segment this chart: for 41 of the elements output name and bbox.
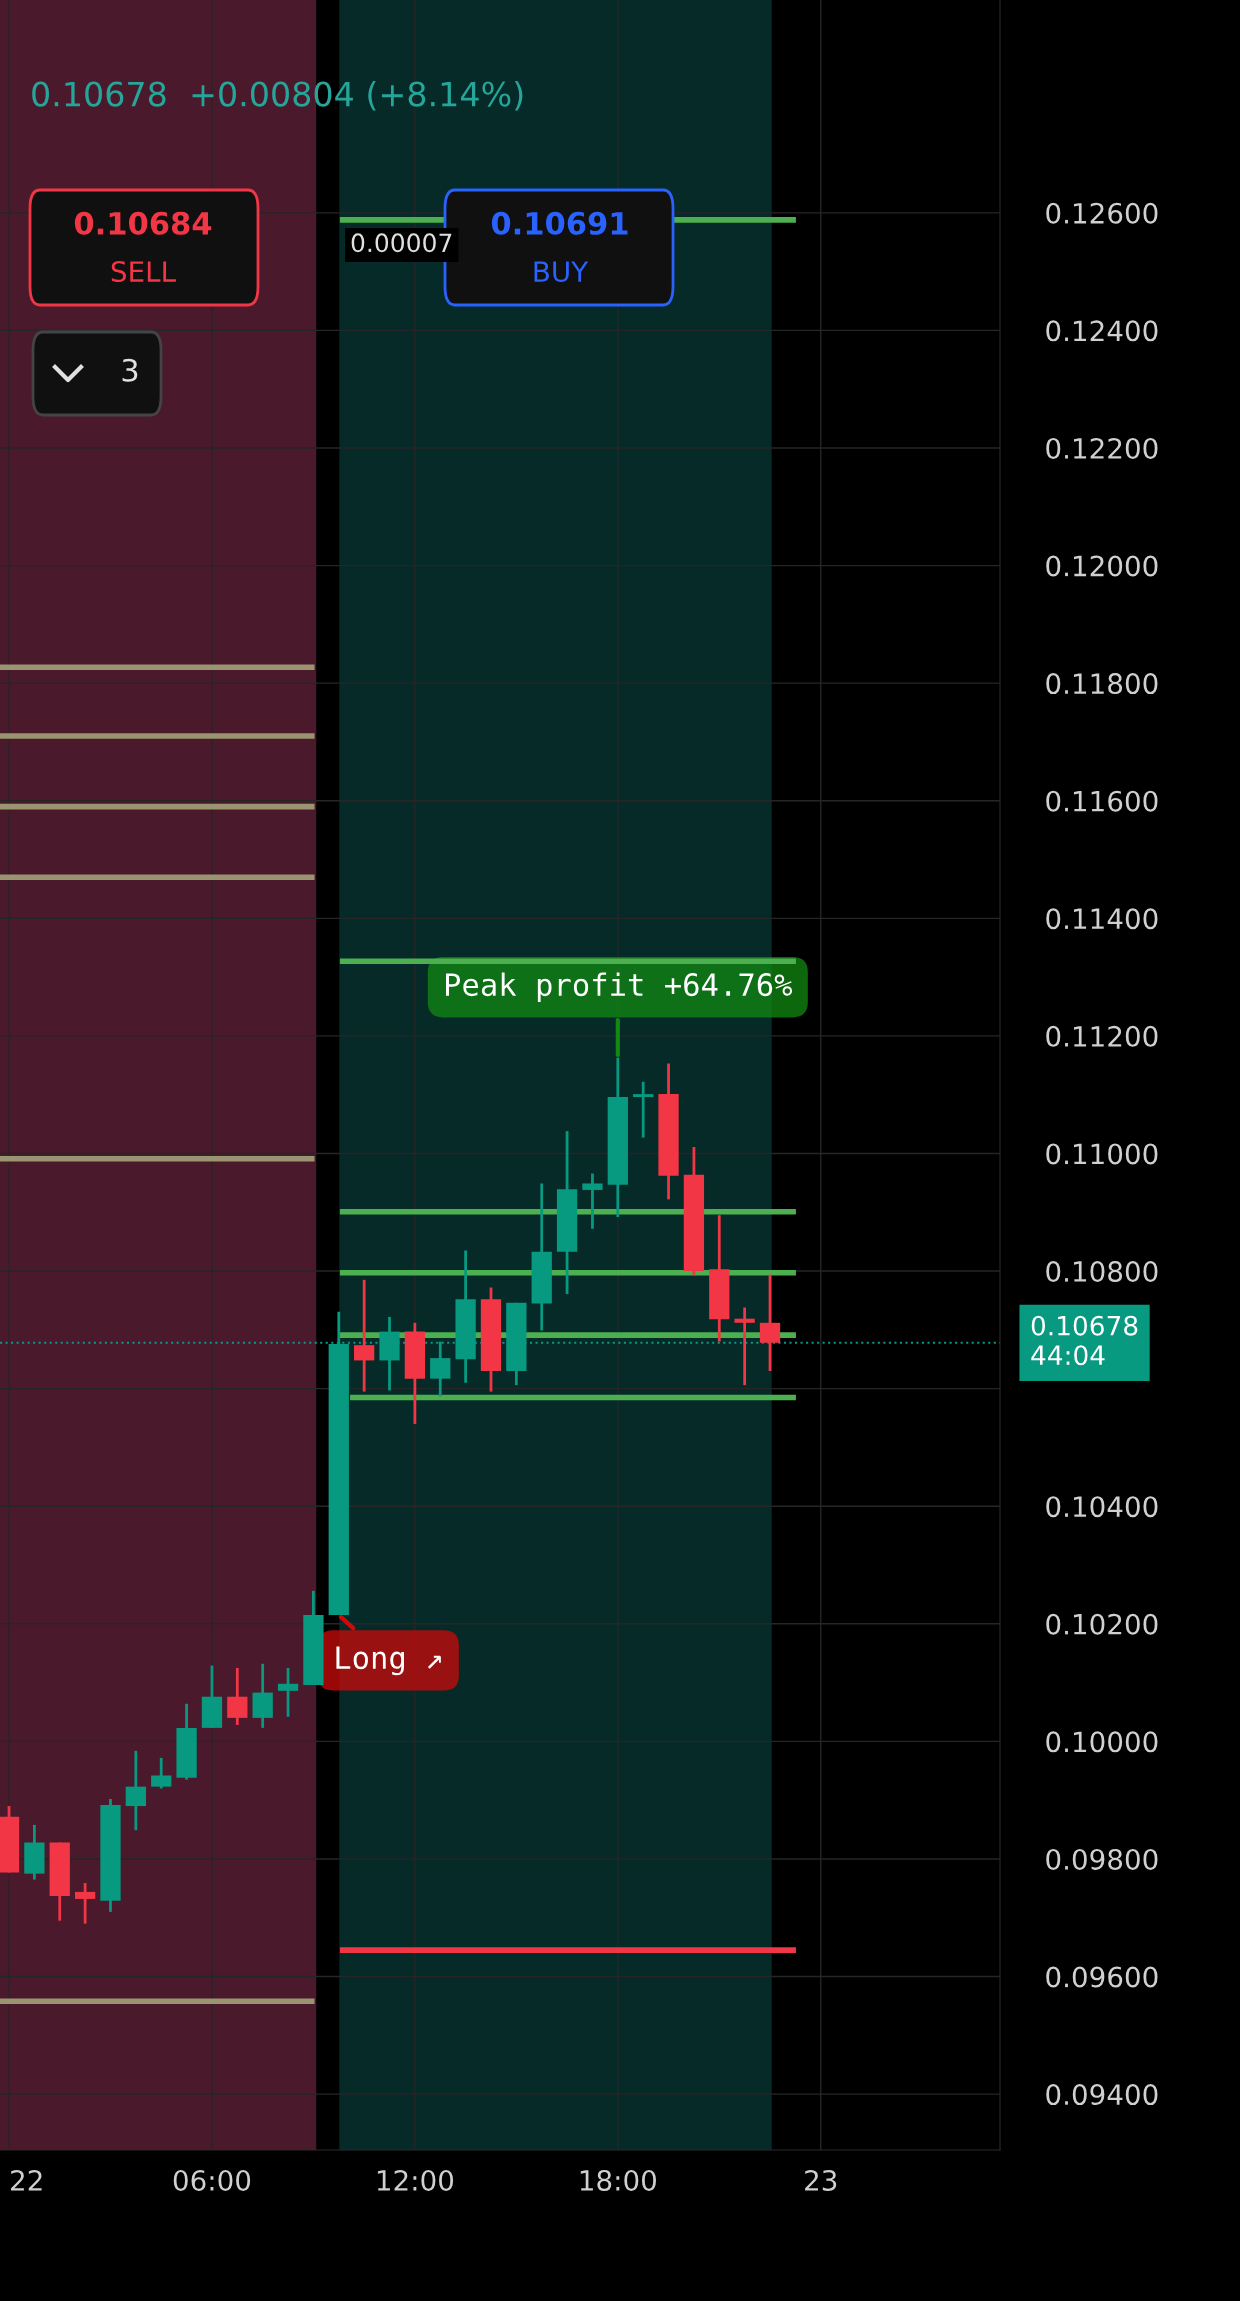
y-tick-label: 0.10200 [1046, 1613, 1158, 1635]
x-tick-label: 22 [11, 2169, 42, 2191]
annotation: Long ↗ [336, 1646, 441, 1676]
y-tick-label: 0.10800 [1046, 1261, 1158, 1283]
annotation: 0.00007 [351, 233, 452, 253]
candlestick [582, 1172, 603, 1231]
annotation: BUY [534, 261, 589, 283]
x-tick-label: 06:00 [173, 2169, 251, 2191]
candlestick [759, 1273, 781, 1373]
annotation: 0.10684 [74, 211, 212, 235]
candlestick [633, 1080, 654, 1139]
candlestick [125, 1749, 146, 1832]
y-tick-label: 0.09600 [1046, 1966, 1158, 1988]
x-tick-label: 12:00 [377, 2169, 454, 2191]
y-tick-label: 0.11800 [1046, 673, 1158, 695]
y-tick-label: 0.12400 [1046, 320, 1158, 342]
y-tick-label: 0.12200 [1046, 437, 1158, 459]
y-tick-label: 0.11600 [1046, 790, 1158, 812]
y-tick-label: 0.11200 [1046, 1025, 1158, 1047]
y-tick-label: 0.12000 [1046, 555, 1158, 577]
candlestick [151, 1756, 172, 1790]
y-tick-label: 0.09400 [1046, 2084, 1158, 2106]
x-tick-label: 18:00 [580, 2169, 656, 2191]
annotation: 0.10678 +0.00804 (+8.14%) [32, 80, 523, 111]
y-tick-label: 0.10400 [1046, 1496, 1158, 1518]
y-tick-label: 0.09800 [1046, 1848, 1158, 1870]
candlestick [354, 1278, 375, 1393]
annotation: Peak profit +64.76% [446, 972, 793, 1003]
y-tick-label: 0.10000 [1046, 1731, 1158, 1753]
annotation: SELL [111, 261, 176, 283]
annotation: 3 [122, 358, 138, 382]
candlestick [734, 1306, 755, 1387]
annotation: 0.10691 [491, 211, 628, 235]
candlestick [74, 1881, 96, 1926]
y-tick-label: 0.11400 [1046, 908, 1158, 930]
candlestick [227, 1666, 248, 1727]
candlestick [277, 1666, 299, 1719]
y-tick-label: 0.11000 [1046, 1143, 1158, 1165]
y-tick-label: 0.12600 [1046, 202, 1158, 224]
x-tick-label: 23 [805, 2169, 837, 2191]
ref-line-label: 0.10678 44:04 [1031, 1315, 1138, 1366]
